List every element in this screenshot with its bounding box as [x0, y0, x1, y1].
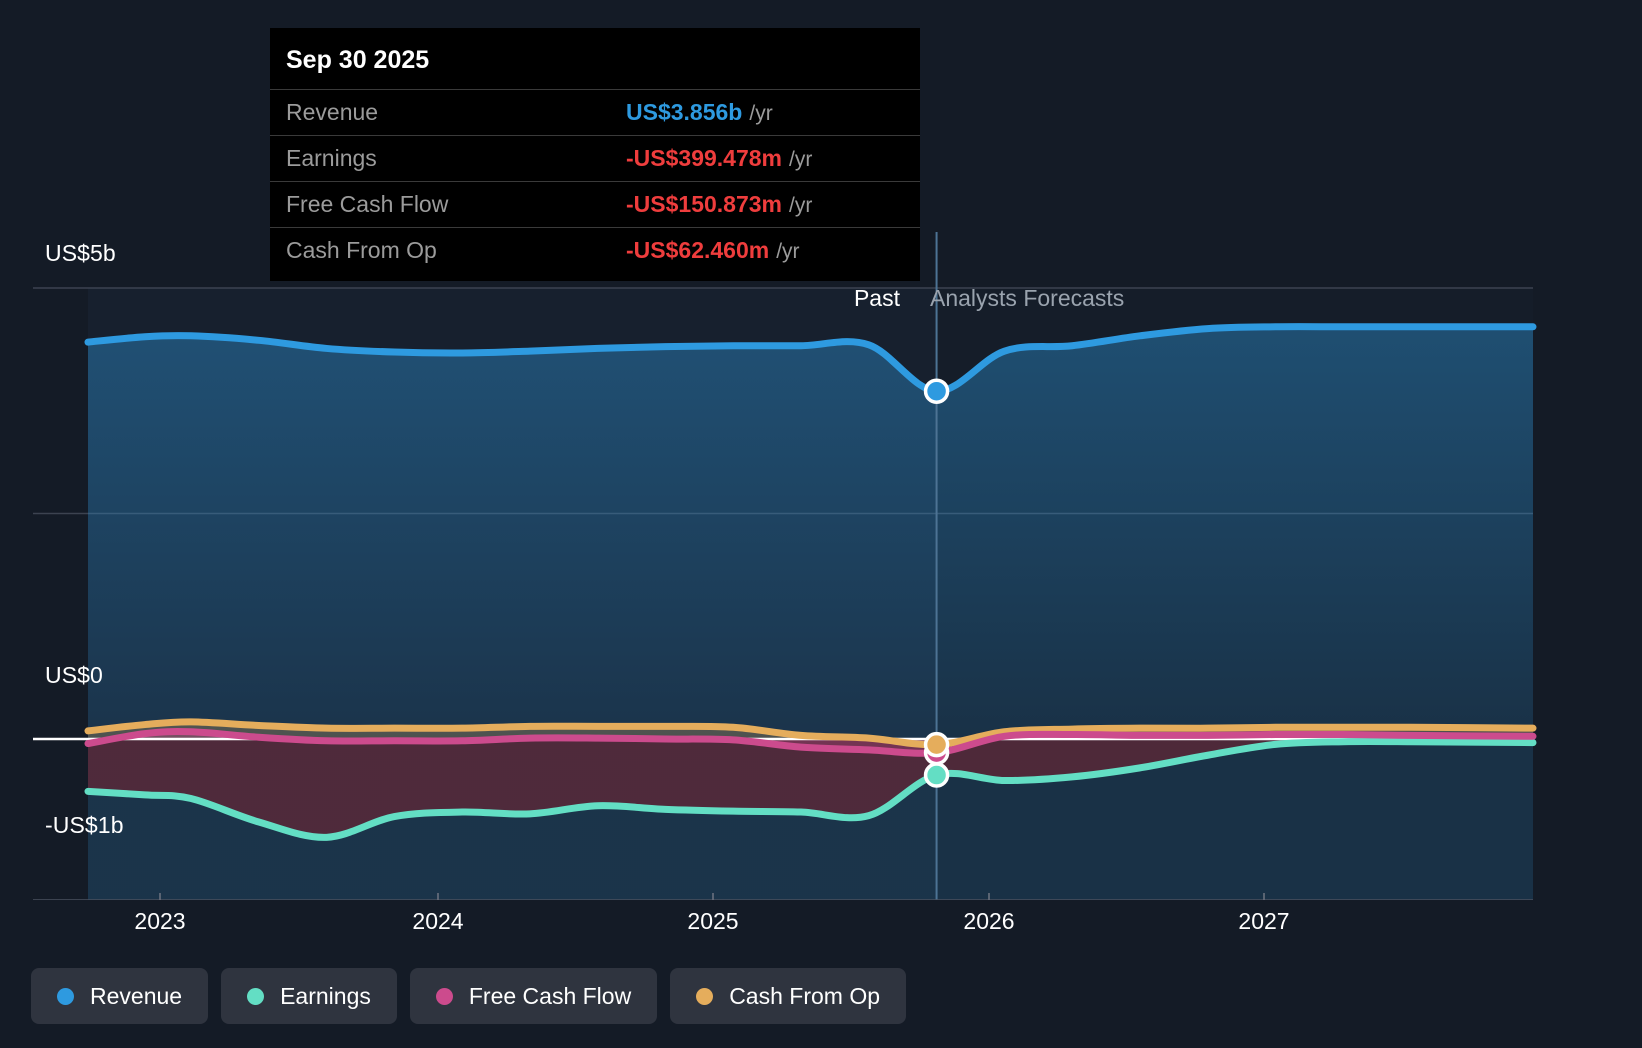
tooltip-row: Earnings -US$399.478m/yr	[270, 135, 920, 181]
y-axis-label-bottom: -US$1b	[45, 812, 124, 838]
legend-color-dot-icon	[57, 987, 74, 1005]
tooltip-rows: Revenue US$3.856b/yr Earnings -US$399.478m /…	[270, 89, 920, 273]
past-label: Past	[853, 285, 900, 311]
tooltip-row: Cash From Op -US$62.460m/yr	[270, 227, 920, 273]
x-axis-label-2025: 2025	[687, 908, 739, 934]
legend-item-label: Cash From Op	[729, 982, 881, 1009]
legend-item-free-cash-flow[interactable]: Free Cash Flow	[409, 968, 658, 1024]
x-axis-label-2024: 2024	[412, 908, 464, 934]
tooltip-metric-value: -US$150.873m	[626, 191, 782, 217]
legend-item-label: Free Cash Flow	[468, 982, 632, 1009]
y-axis-label-top: US$5b	[45, 240, 116, 266]
tooltip-metric-value-wrap: US$3.856b/yr	[626, 99, 773, 126]
legend-color-dot-icon	[247, 987, 265, 1005]
tooltip-metric-unit: /yr	[776, 240, 800, 263]
legend-item-earnings[interactable]: Earnings	[221, 968, 397, 1024]
legend-color-dot-icon	[696, 987, 714, 1005]
tooltip-metric-value: -US$399.478m	[626, 145, 782, 171]
tooltip-metric-name: Cash From Op	[286, 237, 437, 263]
legend-item-label: Revenue	[90, 982, 183, 1009]
tooltip-metric-unit: /yr	[749, 102, 773, 125]
x-axis-label-2027: 2027	[1238, 908, 1290, 934]
x-axis-label-2023: 2023	[134, 908, 186, 934]
legend-item-cash-from-op[interactable]: Cash From Op	[670, 968, 907, 1024]
tooltip-row: Revenue US$3.856b/yr	[270, 89, 920, 135]
tooltip-date: Sep 30 2025	[286, 46, 430, 74]
tooltip-metric-value-wrap: -US$150.873m/yr	[626, 191, 812, 218]
legend-color-dot-icon	[435, 987, 453, 1005]
x-axis-label-2026: 2026	[963, 908, 1015, 934]
tooltip-metric-name: Revenue	[286, 99, 379, 125]
y-axis-label-zero: US$0	[45, 662, 103, 688]
tooltip-metric-unit: /yr	[789, 148, 813, 171]
legend-item-label: Earnings	[280, 982, 371, 1009]
chart-legend: Revenue Earnings Free Cash Flow Cash From O…	[31, 968, 907, 1024]
tooltip-row: Free Cash Flow -US$150.873m/yr	[270, 181, 920, 227]
tooltip-metric-value: US$3.856b	[626, 99, 743, 125]
tooltip-metric-name: Free Cash Flow	[286, 191, 449, 217]
tooltip-metric-unit: /yr	[789, 194, 813, 217]
analysts-forecasts-label: Analysts Forecasts	[930, 285, 1125, 311]
tooltip-metric-value-wrap: -US$399.478m/yr	[626, 145, 812, 172]
legend-item-revenue[interactable]: Revenue	[31, 968, 209, 1024]
tooltip-metric-value: -US$62.460m	[626, 237, 770, 263]
tooltip-metric-value-wrap: -US$62.460m/yr	[626, 237, 800, 264]
chart-tooltip: Sep 30 2025 Revenue US$3.856b/yr Earnings -…	[270, 28, 920, 281]
tooltip-metric-name: Earnings	[286, 145, 377, 171]
